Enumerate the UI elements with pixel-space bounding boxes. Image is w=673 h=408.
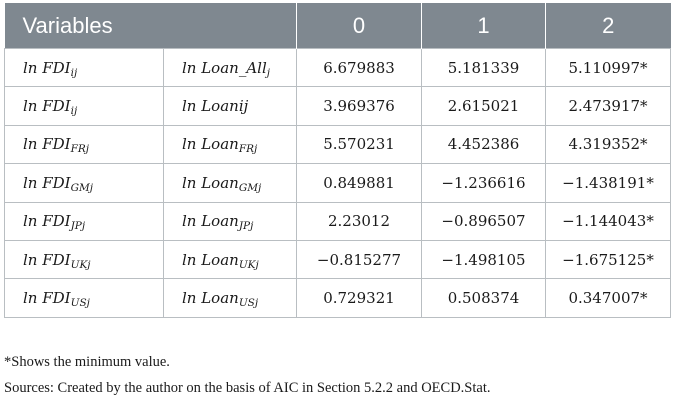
fdi-variable-cell: ln FDIUKj xyxy=(4,239,164,280)
footnote-minimum: *Shows the minimum value. xyxy=(4,354,170,370)
value-cell-lag-2: −1.675125* xyxy=(545,239,671,280)
variable-subscript: FRj xyxy=(238,143,258,156)
variable-subscript: ij xyxy=(70,66,78,79)
header-lag-2: 2 xyxy=(545,3,671,49)
variable-name: ln Loan xyxy=(182,289,239,308)
variable-name: ln Loan_All xyxy=(182,58,267,77)
table-row: ln FDIij ln Loan_Allj 6.679883 5.181339 5.11… xyxy=(4,47,671,88)
variable-name: ln Loanij xyxy=(182,97,249,116)
fdi-variable-cell: ln FDIUSj xyxy=(4,278,164,318)
variable-name: ln FDI xyxy=(23,173,71,192)
value-cell-lag-1: 5.181339 xyxy=(421,47,546,88)
variable-subscript: GMj xyxy=(238,181,262,194)
fdi-variable-cell: ln FDIJPj xyxy=(4,201,164,241)
variable-name: ln Loan xyxy=(182,250,239,269)
variable-subscript: FRj xyxy=(70,143,90,156)
variable-name: ln FDI xyxy=(23,135,71,154)
variable-subscript: UKj xyxy=(70,258,91,271)
value-cell-lag-2: 0.347007* xyxy=(545,278,671,318)
table-header-row: Variables 0 1 2 xyxy=(4,3,671,49)
variable-subscript: JPj xyxy=(70,220,86,233)
sources-note: Sources: Created by the author on the ba… xyxy=(4,380,491,396)
variable-subscript: ij xyxy=(70,105,78,118)
value-cell-lag-0: 3.969376 xyxy=(296,86,422,126)
variable-subscript: j xyxy=(266,66,271,79)
value-cell-lag-2: 2.473917* xyxy=(545,86,671,126)
value-cell-lag-0: 5.570231 xyxy=(296,124,422,165)
fdi-variable-cell: ln FDIij xyxy=(4,86,164,126)
table-row: ln FDIGMj ln LoanGMj 0.849881 −1.236616 −1.4… xyxy=(4,163,671,203)
value-cell-lag-1: −0.896507 xyxy=(421,201,546,241)
value-cell-lag-2: 5.110997* xyxy=(545,47,671,88)
header-lag-1: 1 xyxy=(421,3,546,49)
variable-name: ln FDI xyxy=(23,212,71,231)
value-cell-lag-2: −1.438191* xyxy=(545,163,671,203)
table-row: ln FDIJPj ln LoanJPj 2.23012 −0.896507 −1.14… xyxy=(4,201,671,241)
variable-name: ln FDI xyxy=(23,289,71,308)
variable-name: ln Loan xyxy=(182,212,239,231)
value-cell-lag-0: 0.849881 xyxy=(296,163,422,203)
loan-variable-cell: ln Loan_Allj xyxy=(163,47,297,88)
value-cell-lag-0: 6.679883 xyxy=(296,47,422,88)
value-cell-lag-2: −1.144043* xyxy=(545,201,671,241)
results-table: Variables 0 1 2 ln FDIij ln Loan_Allj 6.67… xyxy=(4,3,671,318)
loan-variable-cell: ln LoanGMj xyxy=(163,163,297,203)
table-row: ln FDIUKj ln LoanUKj −0.815277 −1.498105 −1.… xyxy=(4,239,671,280)
table-row: ln FDIFRj ln LoanFRj 5.570231 4.452386 4.319… xyxy=(4,124,671,165)
table-row: ln FDIUSj ln LoanUSj 0.729321 0.508374 0.347… xyxy=(4,278,671,318)
variable-subscript: USj xyxy=(238,297,259,310)
value-cell-lag-1: 2.615021 xyxy=(421,86,546,126)
variable-name: ln FDI xyxy=(23,97,71,116)
value-cell-lag-0: −0.815277 xyxy=(296,239,422,280)
value-cell-lag-2: 4.319352* xyxy=(545,124,671,165)
value-cell-lag-1: 0.508374 xyxy=(421,278,546,318)
variable-name: ln Loan xyxy=(182,173,239,192)
loan-variable-cell: ln LoanUSj xyxy=(163,278,297,318)
table-row: ln FDIij ln Loanij 3.969376 2.615021 2.47391… xyxy=(4,86,671,126)
variable-name: ln FDI xyxy=(23,58,71,77)
variable-subscript: GMj xyxy=(70,181,93,194)
variable-name: ln FDI xyxy=(23,250,71,269)
fdi-variable-cell: ln FDIGMj xyxy=(4,163,164,203)
variable-subscript: UKj xyxy=(238,258,259,271)
header-variables: Variables xyxy=(4,3,297,49)
value-cell-lag-1: 4.452386 xyxy=(421,124,546,165)
value-cell-lag-0: 2.23012 xyxy=(296,201,422,241)
fdi-variable-cell: ln FDIFRj xyxy=(4,124,164,165)
variable-subscript: USj xyxy=(70,297,90,310)
loan-variable-cell: ln Loanij xyxy=(163,86,297,126)
loan-variable-cell: ln LoanUKj xyxy=(163,239,297,280)
loan-variable-cell: ln LoanJPj xyxy=(163,201,297,241)
value-cell-lag-0: 0.729321 xyxy=(296,278,422,318)
fdi-variable-cell: ln FDIij xyxy=(4,47,164,88)
value-cell-lag-1: −1.236616 xyxy=(421,163,546,203)
loan-variable-cell: ln LoanFRj xyxy=(163,124,297,165)
variable-subscript: JPj xyxy=(238,220,254,233)
header-lag-0: 0 xyxy=(296,3,422,49)
variable-name: ln Loan xyxy=(182,135,239,154)
value-cell-lag-1: −1.498105 xyxy=(421,239,546,280)
